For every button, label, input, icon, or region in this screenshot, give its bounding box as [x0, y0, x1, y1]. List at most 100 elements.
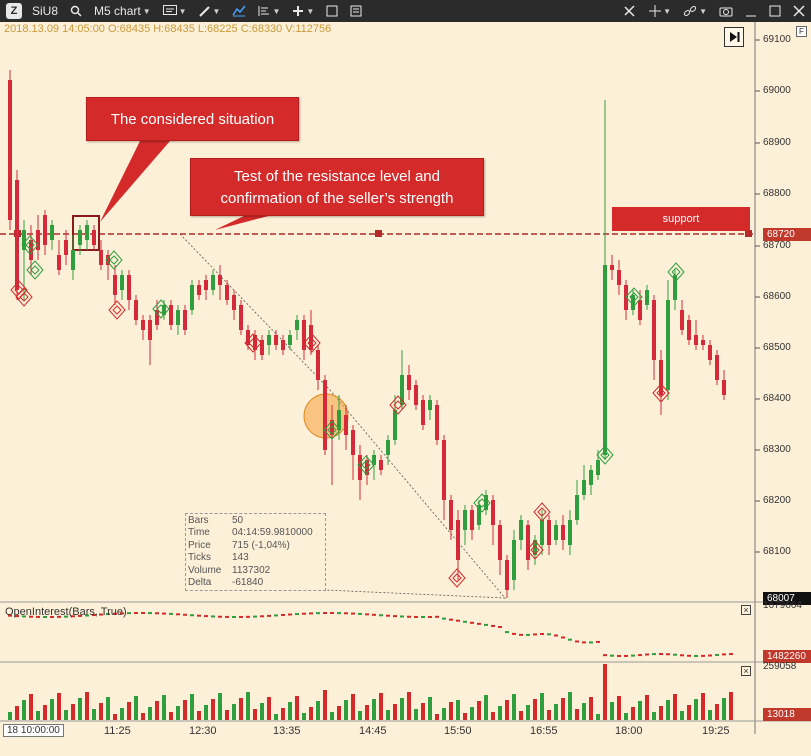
volume-bar: [253, 709, 257, 720]
oi-bar: [680, 654, 684, 657]
oi-bar: [400, 615, 404, 618]
volume-bar: [176, 706, 180, 720]
volume-bar: [323, 690, 327, 720]
oi-bar: [470, 621, 474, 624]
oi-bar: [456, 619, 460, 622]
line-chart-icon[interactable]: [226, 0, 252, 22]
volume-bar: [204, 705, 208, 720]
scroll-to-end-button[interactable]: [724, 27, 744, 47]
candle-body: [519, 520, 523, 540]
volume-bar: [162, 695, 166, 720]
volume-bar: [344, 700, 348, 720]
oi-bar: [134, 612, 138, 615]
candle-body: [120, 275, 124, 290]
info-value: 1137302: [232, 564, 271, 576]
oi-bar: [15, 615, 19, 618]
volume-bar: [484, 695, 488, 720]
oi-bar: [596, 640, 600, 643]
candle-body: [29, 240, 33, 260]
oi-bar: [624, 654, 628, 657]
candle-body: [498, 525, 502, 560]
price-chart[interactable]: [0, 22, 811, 756]
plus-icon[interactable]: ▼: [293, 6, 315, 16]
maximize-icon[interactable]: [763, 0, 787, 22]
chart-style-icon[interactable]: ▼: [157, 0, 193, 22]
indicators-icon[interactable]: ▼: [258, 6, 281, 16]
oi-panel-close-icon[interactable]: ×: [741, 605, 751, 615]
oi-bar: [78, 614, 82, 617]
template-icon[interactable]: [344, 0, 368, 22]
cursor-icon[interactable]: ▼: [649, 5, 672, 17]
volume-bar: [183, 700, 187, 720]
oi-bar: [253, 615, 257, 618]
oi-bar: [386, 614, 390, 617]
info-row: Time 04:14:59.9810000: [188, 527, 323, 539]
volume-bar: [561, 698, 565, 720]
link-icon[interactable]: ▼: [677, 0, 713, 22]
volume-bar: [505, 700, 509, 720]
candle-body: [141, 320, 145, 330]
volume-bar: [610, 702, 614, 720]
candle-body: [666, 300, 670, 390]
candle-body: [64, 240, 68, 255]
volume-bar: [435, 714, 439, 720]
volume-panel-close-icon[interactable]: ×: [741, 666, 751, 676]
volume-bar: [554, 704, 558, 720]
square-icon[interactable]: [320, 0, 344, 22]
volume-bar: [491, 712, 495, 720]
volume-bar: [225, 710, 229, 720]
volume-bar: [78, 698, 82, 720]
oi-bar: [85, 614, 89, 617]
candle-body: [477, 505, 481, 525]
last-price-tag: 68007: [763, 592, 811, 605]
oi-bar: [421, 615, 425, 618]
oi-bar: [435, 615, 439, 618]
oi-bar: [673, 653, 677, 656]
toolbar-right: ▼ ▼: [617, 0, 811, 22]
candle-body: [596, 460, 600, 475]
delta-marker: [26, 260, 44, 280]
delta-marker: [526, 540, 544, 560]
callout-resistance-line1: Test of the resistance level and: [234, 168, 440, 185]
tools-icon[interactable]: [617, 0, 643, 22]
y-axis-label: 68900: [763, 137, 791, 148]
volume-bar: [365, 705, 369, 720]
oi-bar: [113, 612, 117, 615]
info-value: 04:14:59.9810000: [232, 527, 313, 539]
oi-bar: [190, 614, 194, 617]
oi-bar: [631, 654, 635, 657]
chart-type-label: M5 chart: [94, 4, 141, 18]
oi-bar: [316, 612, 320, 615]
camera-icon[interactable]: [713, 0, 739, 22]
info-key: Delta: [188, 576, 212, 588]
candle-body: [449, 500, 453, 530]
search-icon[interactable]: [64, 0, 88, 22]
candle-body: [232, 295, 236, 310]
volume-bar: [673, 694, 677, 720]
oi-bar: [330, 612, 334, 615]
volume-bar: [64, 710, 68, 720]
settings-f-button[interactable]: F: [796, 26, 807, 37]
candle-body: [183, 310, 187, 330]
oi-bar: [491, 624, 495, 627]
candle-body: [36, 230, 40, 250]
oi-bar: [498, 626, 502, 628]
oi-bar: [323, 612, 327, 615]
volume-bar: [8, 712, 12, 720]
close-icon[interactable]: [787, 0, 811, 22]
support-label: support: [612, 207, 750, 231]
oi-bar: [50, 615, 54, 618]
pencil-icon[interactable]: ▼: [193, 0, 227, 22]
symbol-selector[interactable]: SiU8: [26, 0, 64, 22]
delta-marker-inner: [307, 338, 317, 348]
info-value: 143: [232, 552, 249, 564]
window-icon[interactable]: [739, 0, 763, 22]
delta-marker-inner: [30, 265, 40, 275]
info-row: Bars 50: [188, 515, 323, 527]
app-logo-icon[interactable]: Z: [6, 3, 22, 19]
delta-marker: [152, 299, 170, 319]
oi-top-value: 1679664: [763, 600, 802, 611]
volume-bar: [582, 703, 586, 720]
y-axis-label: 68100: [763, 546, 791, 557]
chart-type-dropdown[interactable]: M5 chart ▼: [94, 4, 151, 18]
